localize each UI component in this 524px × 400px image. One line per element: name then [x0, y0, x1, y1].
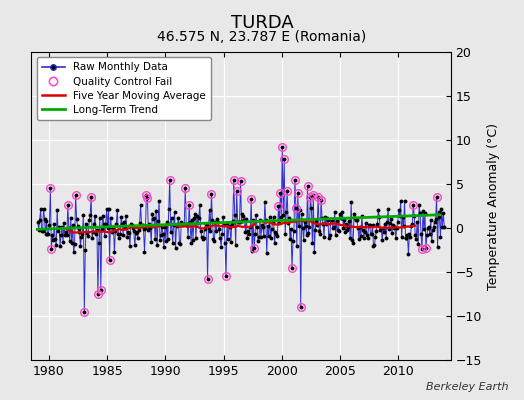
- Text: TURDA: TURDA: [231, 14, 293, 32]
- Y-axis label: Temperature Anomaly (°C): Temperature Anomaly (°C): [487, 122, 500, 290]
- Legend: Raw Monthly Data, Quality Control Fail, Five Year Moving Average, Long-Term Tren: Raw Monthly Data, Quality Control Fail, …: [37, 57, 211, 120]
- Text: Berkeley Earth: Berkeley Earth: [426, 382, 508, 392]
- Text: 46.575 N, 23.787 E (Romania): 46.575 N, 23.787 E (Romania): [157, 30, 367, 44]
